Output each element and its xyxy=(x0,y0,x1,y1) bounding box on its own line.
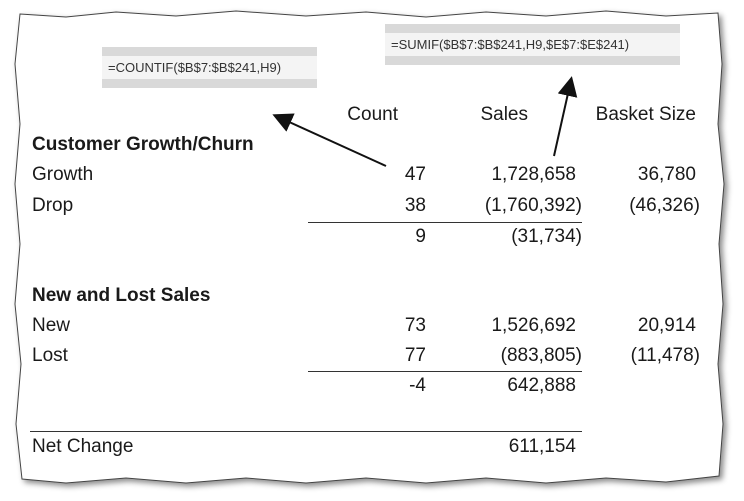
lost-count: 77 xyxy=(404,345,426,366)
section1-total-count: 9 xyxy=(415,226,426,247)
growth-sales: 1,728,658 xyxy=(491,164,576,185)
section-title-customer-growth: Customer Growth/Churn xyxy=(32,134,254,155)
net-change-rule xyxy=(30,431,582,432)
lost-basket: (11,478) xyxy=(630,345,700,366)
row-label-lost: Lost xyxy=(32,345,68,366)
callout-arrows xyxy=(272,76,578,167)
row-label-growth: Growth xyxy=(32,164,94,185)
header-sales: Sales xyxy=(480,104,528,125)
new-basket: 20,914 xyxy=(637,315,696,336)
spreadsheet-snippet: =COUNTIF($B$7:$B$241,H9) =SUMIF($B$7:$B$… xyxy=(6,4,736,494)
subtotal-rule-2 xyxy=(308,371,582,372)
drop-count: 38 xyxy=(404,195,426,216)
drop-basket: (46,326) xyxy=(629,195,700,216)
countif-formula-text: =COUNTIF($B$7:$B$241,H9) xyxy=(102,56,317,79)
sumif-arrow xyxy=(553,76,578,157)
section2-total-sales: 642,888 xyxy=(507,375,576,396)
subtotal-rule-1 xyxy=(308,222,582,223)
row-label-new: New xyxy=(32,315,71,336)
torn-paper-border xyxy=(14,10,725,484)
row-label-drop: Drop xyxy=(32,195,74,216)
section-title-new-lost-sales: New and Lost Sales xyxy=(32,285,211,306)
growth-count: 47 xyxy=(404,164,426,185)
section1-total-sales: (31,734) xyxy=(511,226,582,247)
net-change-label: Net Change xyxy=(32,436,134,457)
net-change-sales: 611,154 xyxy=(508,436,576,457)
new-count: 73 xyxy=(404,315,426,336)
header-basket-size: Basket Size xyxy=(595,104,696,125)
sumif-formula-text: =SUMIF($B$7:$B$241,H9,$E$7:$E$241) xyxy=(385,33,680,56)
growth-basket: 36,780 xyxy=(637,164,696,185)
sumif-formula-callout: =SUMIF($B$7:$B$241,H9,$E$7:$E$241) xyxy=(385,24,680,65)
drop-sales: (1,760,392) xyxy=(484,195,582,216)
countif-formula-callout: =COUNTIF($B$7:$B$241,H9) xyxy=(102,47,317,88)
header-count: Count xyxy=(347,104,398,125)
lost-sales: (883,805) xyxy=(500,345,582,366)
countif-arrow xyxy=(272,113,387,167)
new-sales: 1,526,692 xyxy=(491,315,576,336)
section2-total-count: -4 xyxy=(409,375,426,396)
